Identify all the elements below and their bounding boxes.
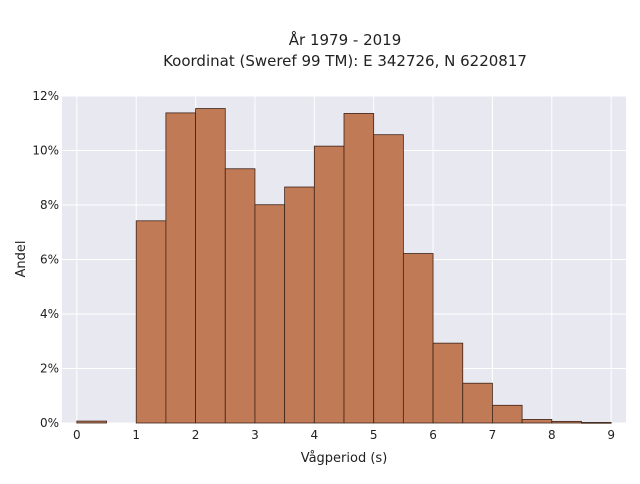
histogram-bar bbox=[254, 204, 286, 424]
x-tick-label: 8 bbox=[548, 428, 556, 442]
histogram-bar bbox=[224, 168, 256, 424]
chart-title-line-2: Koordinat (Sweref 99 TM): E 342726, N 62… bbox=[163, 52, 527, 70]
histogram-bar bbox=[195, 108, 226, 424]
histogram-bar bbox=[76, 420, 107, 424]
y-tick-label: 6% bbox=[40, 253, 59, 267]
chart-title-line-1: År 1979 - 2019 bbox=[289, 30, 402, 49]
y-tick-label: 10% bbox=[32, 144, 59, 158]
x-tick-label: 5 bbox=[370, 428, 378, 442]
histogram-bar bbox=[284, 186, 315, 424]
y-tick-label: 2% bbox=[40, 362, 59, 376]
x-tick-label: 9 bbox=[607, 428, 615, 442]
histogram-bar bbox=[492, 404, 523, 424]
x-tick-label: 2 bbox=[192, 428, 200, 442]
x-tick-label: 6 bbox=[429, 428, 437, 442]
histogram-bar bbox=[343, 113, 375, 424]
histogram-bar bbox=[432, 342, 464, 424]
x-tick-label: 4 bbox=[310, 428, 318, 442]
y-tick-label: 4% bbox=[40, 307, 59, 321]
histogram-bar bbox=[373, 134, 404, 424]
x-tick-labels: 0 1 2 3 4 5 6 7 8 9 bbox=[73, 428, 615, 442]
histogram-bar bbox=[135, 220, 167, 424]
histogram-bar bbox=[521, 419, 553, 424]
histogram-bar bbox=[402, 253, 434, 424]
histogram-bar bbox=[462, 382, 493, 424]
histogram-bar bbox=[551, 420, 582, 424]
x-tick-label: 0 bbox=[73, 428, 81, 442]
y-tick-label: 12% bbox=[32, 89, 59, 103]
histogram-bar bbox=[313, 145, 345, 424]
y-tick-label: 8% bbox=[40, 198, 59, 212]
y-axis-title: Andel bbox=[14, 241, 29, 278]
x-tick-label: 7 bbox=[489, 428, 497, 442]
y-tick-label: 0% bbox=[40, 416, 59, 430]
y-tick-labels: 0% 2% 4% 6% 8% 10% 12% bbox=[32, 89, 59, 430]
x-tick-label: 3 bbox=[251, 428, 259, 442]
x-tick-label: 1 bbox=[132, 428, 140, 442]
histogram-bar bbox=[581, 422, 612, 424]
bars bbox=[76, 108, 612, 424]
x-axis-title: Vågperiod (s) bbox=[301, 451, 388, 466]
histogram-bar bbox=[165, 112, 196, 424]
